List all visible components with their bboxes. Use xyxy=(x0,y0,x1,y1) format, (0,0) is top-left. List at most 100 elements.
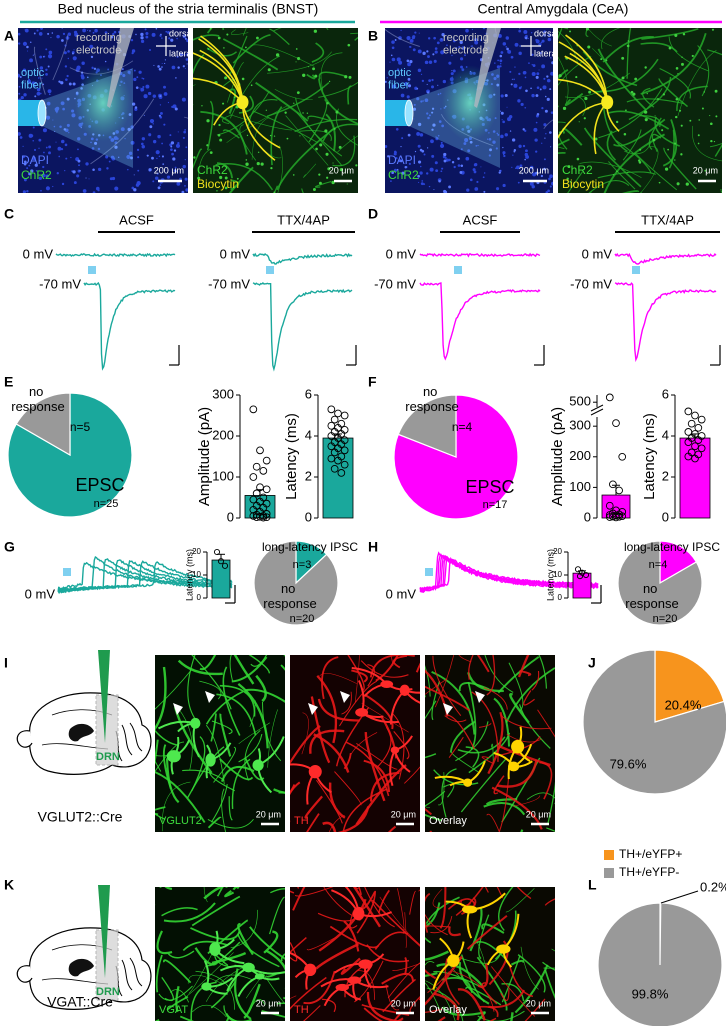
speck xyxy=(558,74,562,78)
fiber xyxy=(273,28,329,32)
fiber xyxy=(496,887,504,899)
channel-label: Overlay xyxy=(429,815,467,827)
fiber xyxy=(205,690,244,725)
y-tick-label: 10 xyxy=(553,570,562,579)
speck xyxy=(23,162,27,166)
speck xyxy=(507,49,512,54)
pie-slice xyxy=(597,902,723,1026)
fiber xyxy=(233,655,255,685)
speck xyxy=(429,167,434,172)
process xyxy=(259,975,280,981)
speck xyxy=(313,29,318,33)
fiber xyxy=(558,28,563,40)
fiber xyxy=(353,887,359,890)
speck xyxy=(529,165,534,170)
trace xyxy=(614,252,717,265)
speck xyxy=(412,35,416,39)
fiber xyxy=(437,1016,446,1021)
speck xyxy=(499,62,502,65)
speck xyxy=(92,31,95,34)
data-point xyxy=(262,513,271,522)
scale-label: 200 μm xyxy=(519,165,549,175)
speck xyxy=(654,115,656,117)
speck xyxy=(460,57,464,61)
speck xyxy=(157,186,161,190)
speck xyxy=(715,115,718,118)
fiber xyxy=(487,711,504,775)
fiber xyxy=(425,913,448,936)
speck xyxy=(130,140,135,145)
fiber xyxy=(163,902,216,923)
speck xyxy=(163,123,166,126)
speck xyxy=(395,151,397,154)
arrowhead xyxy=(173,703,183,715)
speck xyxy=(174,166,177,169)
fiber xyxy=(237,923,254,956)
speck xyxy=(53,125,56,128)
data-point xyxy=(697,415,706,424)
speck xyxy=(74,32,79,37)
micrograph xyxy=(18,28,188,193)
arrowhead xyxy=(308,703,318,715)
y-tick-label: 300 xyxy=(569,418,591,433)
speck xyxy=(594,137,598,141)
speck xyxy=(435,135,437,137)
text-line: electrode xyxy=(76,45,121,57)
speck xyxy=(94,141,98,145)
speck xyxy=(704,169,707,172)
legend-swatch xyxy=(604,850,614,860)
data-point xyxy=(256,483,264,492)
panel-letter: K xyxy=(4,877,14,893)
y-tick-label: 10 xyxy=(192,570,201,579)
speck xyxy=(426,172,429,175)
speck xyxy=(541,39,545,43)
stain-label: DAPI xyxy=(21,153,49,167)
speck xyxy=(428,79,432,82)
speck xyxy=(428,60,433,64)
speck xyxy=(97,147,101,151)
fiber xyxy=(192,1004,227,1018)
speck xyxy=(162,163,165,165)
fiber xyxy=(332,135,356,167)
fiber xyxy=(228,796,233,821)
speck xyxy=(546,78,551,83)
speck xyxy=(306,112,309,114)
speck xyxy=(646,92,648,95)
speck xyxy=(23,178,27,182)
speck xyxy=(668,46,672,50)
y-tick-label: 300 xyxy=(212,386,234,401)
panel-letter: C xyxy=(4,206,14,222)
speck xyxy=(626,44,630,48)
image-label: optic fiber xyxy=(21,67,47,92)
fiber xyxy=(290,784,296,795)
speck xyxy=(147,91,152,96)
process xyxy=(445,900,471,911)
fiber xyxy=(363,1007,384,1021)
speck xyxy=(413,103,416,106)
olfactory-bulb xyxy=(16,965,33,983)
speck xyxy=(517,181,520,184)
speck xyxy=(431,154,435,158)
y-tick-label: 6 xyxy=(305,386,312,401)
fiber xyxy=(677,49,717,117)
data-point xyxy=(340,460,349,469)
fiber xyxy=(640,42,678,53)
speck xyxy=(524,152,529,157)
fiber xyxy=(221,788,227,832)
speck xyxy=(433,36,436,40)
fiber xyxy=(558,146,565,149)
y-axis-label: Latency (ms) xyxy=(283,413,300,500)
fiber xyxy=(315,943,359,970)
speck xyxy=(265,109,267,111)
speck xyxy=(38,32,43,36)
speck xyxy=(86,29,89,31)
speck xyxy=(170,148,173,152)
data-point xyxy=(327,454,336,463)
speck xyxy=(417,68,422,73)
fiber xyxy=(404,957,408,976)
speck xyxy=(408,162,411,165)
fiber xyxy=(318,898,367,952)
speck xyxy=(45,115,51,120)
speck xyxy=(118,156,120,158)
speck xyxy=(432,53,435,56)
